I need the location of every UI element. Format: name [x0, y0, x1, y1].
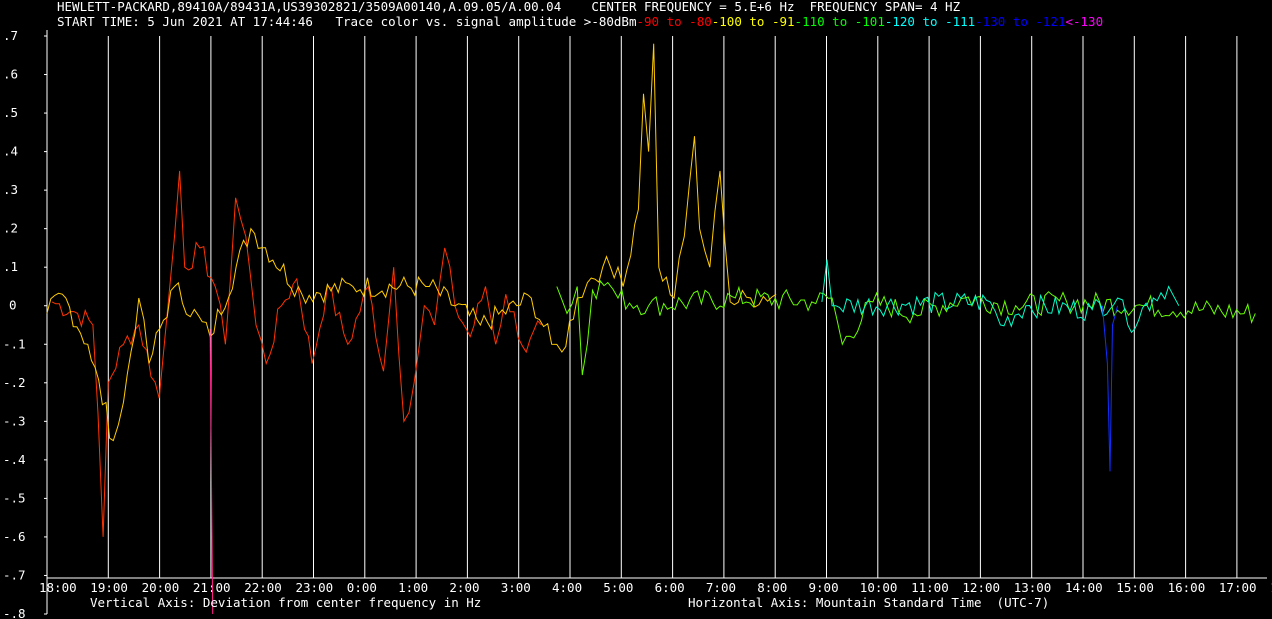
x-tick-label: 1 [1270, 580, 1272, 595]
center-frequency: CENTER FREQUENCY = 5.E+6 Hz [591, 0, 795, 14]
x-tick-label: 10:00 [860, 580, 898, 595]
x-tick-label: 16:00 [1168, 580, 1206, 595]
x-tick-label: 19:00 [90, 580, 128, 595]
x-tick-label: 2:00 [449, 580, 479, 595]
header-line-1: HEWLETT-PACKARD,89410A/89431A,US39302821… [57, 0, 960, 14]
x-tick-label: 23:00 [296, 580, 334, 595]
legend-item: <-130 [1065, 14, 1104, 29]
y-tick-label: .6 [3, 67, 18, 82]
x-tick-label: 4:00 [552, 580, 582, 595]
x-tick-label: 17:00 [1219, 580, 1257, 595]
y-tick-label: 0 [9, 298, 17, 313]
x-tick-label: 20:00 [142, 580, 180, 595]
y-tick-label: -.5 [3, 490, 26, 505]
x-tick-label: 6:00 [655, 580, 685, 595]
vertical-axis-label: Vertical Axis: Deviation from center fre… [90, 595, 482, 610]
x-tick-label: 3:00 [501, 580, 531, 595]
y-tick-label: .5 [3, 105, 18, 120]
y-tick-label: -.7 [3, 567, 26, 582]
x-tick-label: 18:00 [39, 580, 77, 595]
x-tick-label: 11:00 [911, 580, 949, 595]
y-tick-label: -.8 [3, 606, 26, 619]
y-tick-label: .3 [3, 182, 18, 197]
legend-intro: Trace color vs. signal amplitude >-80dBm [335, 14, 637, 29]
x-tick-label: 7:00 [706, 580, 736, 595]
horizontal-axis-label: Horizontal Axis: Mountain Standard Time … [688, 595, 1050, 610]
legend-item: -110 to -101 [794, 14, 885, 29]
x-tick-label: 13:00 [1014, 580, 1052, 595]
legend-item: -130 to -121 [975, 14, 1066, 29]
y-tick-label: -.4 [3, 452, 26, 467]
x-tick-label: 8:00 [757, 580, 787, 595]
legend-item: -90 to -80 [636, 14, 712, 29]
x-tick-label: 5:00 [603, 580, 633, 595]
color-legend: -90 to -80-100 to -91-110 to -101-120 to… [636, 14, 1103, 29]
x-tick-label: 9:00 [809, 580, 839, 595]
y-tick-label: -.3 [3, 413, 26, 428]
frequency-span: FREQUENCY SPAN= 4 HZ [809, 0, 961, 14]
y-tick-label: .7 [3, 28, 18, 43]
header-line-2: START TIME: 5 Jun 2021 AT 17:44:46 Trace… [57, 15, 1103, 29]
instrument-id: HEWLETT-PACKARD,89410A/89431A,US39302821… [57, 0, 562, 14]
y-tick-label: -.6 [3, 529, 26, 544]
x-tick-label: 22:00 [244, 580, 282, 595]
y-tick-label: .2 [3, 221, 18, 236]
y-tick-label: -.2 [3, 375, 26, 390]
trace-series [209, 328, 214, 615]
x-tick-label: 15:00 [1116, 580, 1154, 595]
x-tick-label: 21:00 [193, 580, 231, 595]
x-tick-label: 14:00 [1065, 580, 1103, 595]
trace-series [1101, 305, 1119, 472]
x-tick-label: 12:00 [962, 580, 1000, 595]
legend-item: -100 to -91 [711, 14, 795, 29]
y-tick-label: -.1 [3, 336, 26, 351]
start-time: START TIME: 5 Jun 2021 AT 17:44:46 [57, 14, 313, 29]
legend-item: -120 to -111 [884, 14, 976, 29]
trace-series [821, 259, 1180, 334]
y-tick-label: .1 [3, 259, 18, 274]
trace-series [46, 43, 777, 442]
trace-series [51, 170, 542, 537]
x-tick-label: 1:00 [398, 580, 428, 595]
trace-series [556, 279, 1256, 376]
x-tick-label: 0:00 [347, 580, 377, 595]
y-tick-label: .4 [3, 144, 18, 159]
